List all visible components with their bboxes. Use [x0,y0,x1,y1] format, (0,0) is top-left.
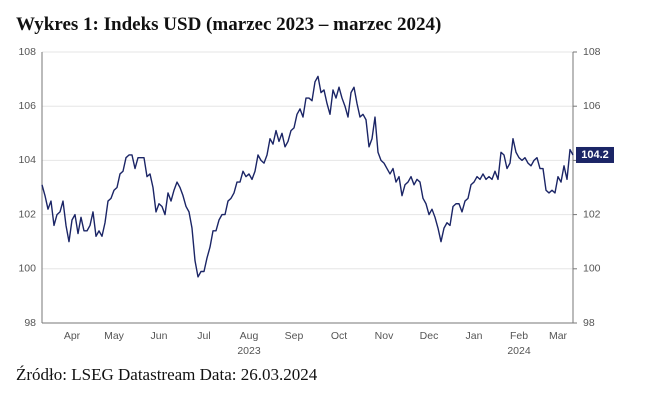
x-tick-label: Feb [510,330,528,342]
last-value-label: 104.2 [581,149,609,161]
x-tick-label: Mar [549,330,568,342]
y2-tick-label: 108 [583,46,601,58]
y2-tick-label: 98 [583,317,595,329]
y2-tick-label: 100 [583,263,601,275]
x-tick-label: Aug [240,330,259,342]
x-tick-label: Dec [420,330,439,342]
chart-title: Wykres 1: Indeks USD (marzec 2023 – marz… [16,14,441,35]
y2-tick-label: 102 [583,208,601,220]
x-year-label: 2024 [507,345,531,357]
x-tick-label: May [104,330,125,342]
data-line [41,75,574,278]
y-tick-label: 100 [18,263,36,275]
y-tick-label: 102 [18,208,36,220]
y-tick-label: 98 [24,317,36,329]
y-tick-label: 104 [18,154,36,166]
x-tick-label: Nov [375,330,394,342]
y-tick-label: 108 [18,46,36,58]
x-tick-label: Jan [466,330,483,342]
x-tick-label: Jul [197,330,210,342]
x-year-label: 2023 [237,345,261,357]
y2-tick-label: 106 [583,100,601,112]
x-tick-label: Oct [331,330,347,342]
x-tick-label: Apr [64,330,81,342]
x-tick-label: Sep [285,330,304,342]
x-tick-label: Jun [151,330,168,342]
source-note: Źródło: LSEG Datastream Data: 26.03.2024 [16,365,318,384]
last-value-box [576,146,614,163]
y-tick-label: 106 [18,100,36,112]
